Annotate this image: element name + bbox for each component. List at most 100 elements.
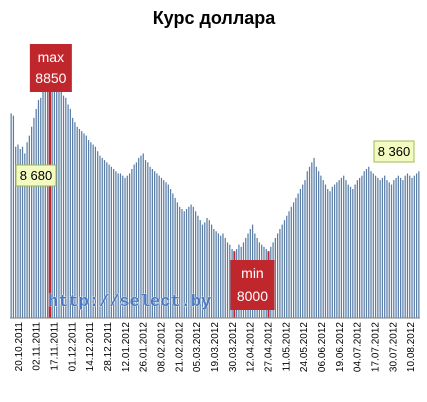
x-tick-label: 20.10.2011 (14, 322, 25, 372)
bar (415, 173, 418, 318)
bar (53, 73, 56, 318)
bar (295, 197, 297, 318)
value-callout-box (373, 140, 415, 163)
bar (67, 104, 69, 318)
bar (281, 224, 283, 318)
x-tick-label: 30.07.2012 (388, 322, 399, 372)
annotations-group: max 8850 min 8000 8 680 8 360 (15, 44, 415, 310)
bar (338, 180, 340, 318)
bar (372, 173, 374, 318)
bar (46, 82, 49, 318)
watermark-text: http://select.by (48, 293, 211, 312)
chart-title: Курс доллара (153, 8, 277, 28)
bar (158, 175, 160, 318)
bar (395, 177, 397, 318)
bar (122, 175, 124, 318)
max-label-box (29, 44, 72, 92)
bar (354, 184, 356, 318)
bar (349, 186, 352, 318)
bar (359, 177, 361, 318)
min-value: 8000 (237, 288, 268, 304)
x-tick-label: 28.12.2011 (103, 322, 114, 372)
bar (306, 171, 308, 318)
bar (185, 209, 188, 318)
bar (133, 164, 135, 318)
x-tick-label: 21.02.2012 (174, 322, 185, 372)
bar (124, 177, 126, 318)
bar (352, 189, 354, 318)
bar (81, 131, 83, 318)
bar (320, 175, 322, 318)
bar (215, 231, 217, 318)
bar (101, 157, 103, 318)
bar (313, 157, 315, 318)
bar (69, 108, 71, 318)
bar (299, 189, 302, 318)
bar (78, 128, 81, 318)
x-tick-label: 01.12.2011 (67, 322, 78, 372)
x-tick-label: 08.02.2012 (157, 322, 168, 372)
bar (290, 206, 292, 318)
x-tick-label: 26.01.2012 (139, 322, 150, 372)
bar (58, 80, 60, 318)
bar (210, 224, 213, 318)
x-tick-label: 19.03.2012 (210, 322, 221, 372)
bar (277, 233, 279, 318)
x-tick-label: 24.05.2012 (299, 322, 310, 372)
bar (324, 184, 327, 318)
bar (404, 175, 406, 318)
bar (302, 184, 304, 318)
bar (115, 171, 117, 318)
bar (140, 155, 142, 318)
bar (192, 206, 194, 318)
bar (329, 191, 331, 318)
bar (35, 108, 37, 318)
bar (24, 153, 26, 318)
bar (400, 177, 402, 318)
bar (76, 126, 78, 319)
bar (197, 215, 199, 318)
x-tick-label: 30.03.2012 (228, 322, 239, 372)
bar (292, 202, 295, 318)
bar (44, 77, 46, 318)
bar (406, 173, 409, 318)
bar (128, 173, 131, 318)
bar (108, 164, 110, 318)
bar (85, 135, 87, 318)
bar (411, 177, 413, 318)
bar (167, 184, 169, 318)
bar (297, 193, 299, 318)
x-tick-label: 05.03.2012 (192, 322, 203, 372)
bar (356, 180, 358, 318)
bar (90, 142, 92, 318)
bar (220, 235, 222, 318)
bar (229, 244, 231, 318)
bar (106, 162, 108, 318)
x-tick-label: 27.04.2012 (263, 322, 274, 372)
bar (144, 160, 147, 318)
bar (208, 220, 210, 318)
bar (160, 177, 163, 318)
x-tick-label: 17.11.2011 (50, 322, 61, 371)
bar (83, 133, 85, 318)
min-label-box (230, 260, 275, 310)
bar (343, 175, 345, 318)
bar (135, 162, 138, 318)
max-value: 8850 (35, 70, 66, 86)
bar (365, 168, 368, 318)
bar (119, 173, 122, 318)
x-tick-label: 02.11.2011 (32, 322, 43, 371)
x-tick-label: 17.07.2012 (370, 322, 381, 372)
bar (56, 75, 58, 318)
value-callout-box (15, 164, 57, 187)
bar (99, 155, 101, 318)
bar (386, 180, 388, 318)
bar (138, 157, 140, 318)
bar (199, 220, 201, 318)
bar (384, 175, 386, 318)
bar (195, 211, 197, 318)
x-tick-labels: 20.10.2011 02.11.2011 17.11.2011 01.12.2011… (14, 322, 417, 372)
bar (345, 180, 347, 318)
bar (42, 84, 44, 318)
x-tick-label: 14.12.2011 (85, 322, 96, 372)
